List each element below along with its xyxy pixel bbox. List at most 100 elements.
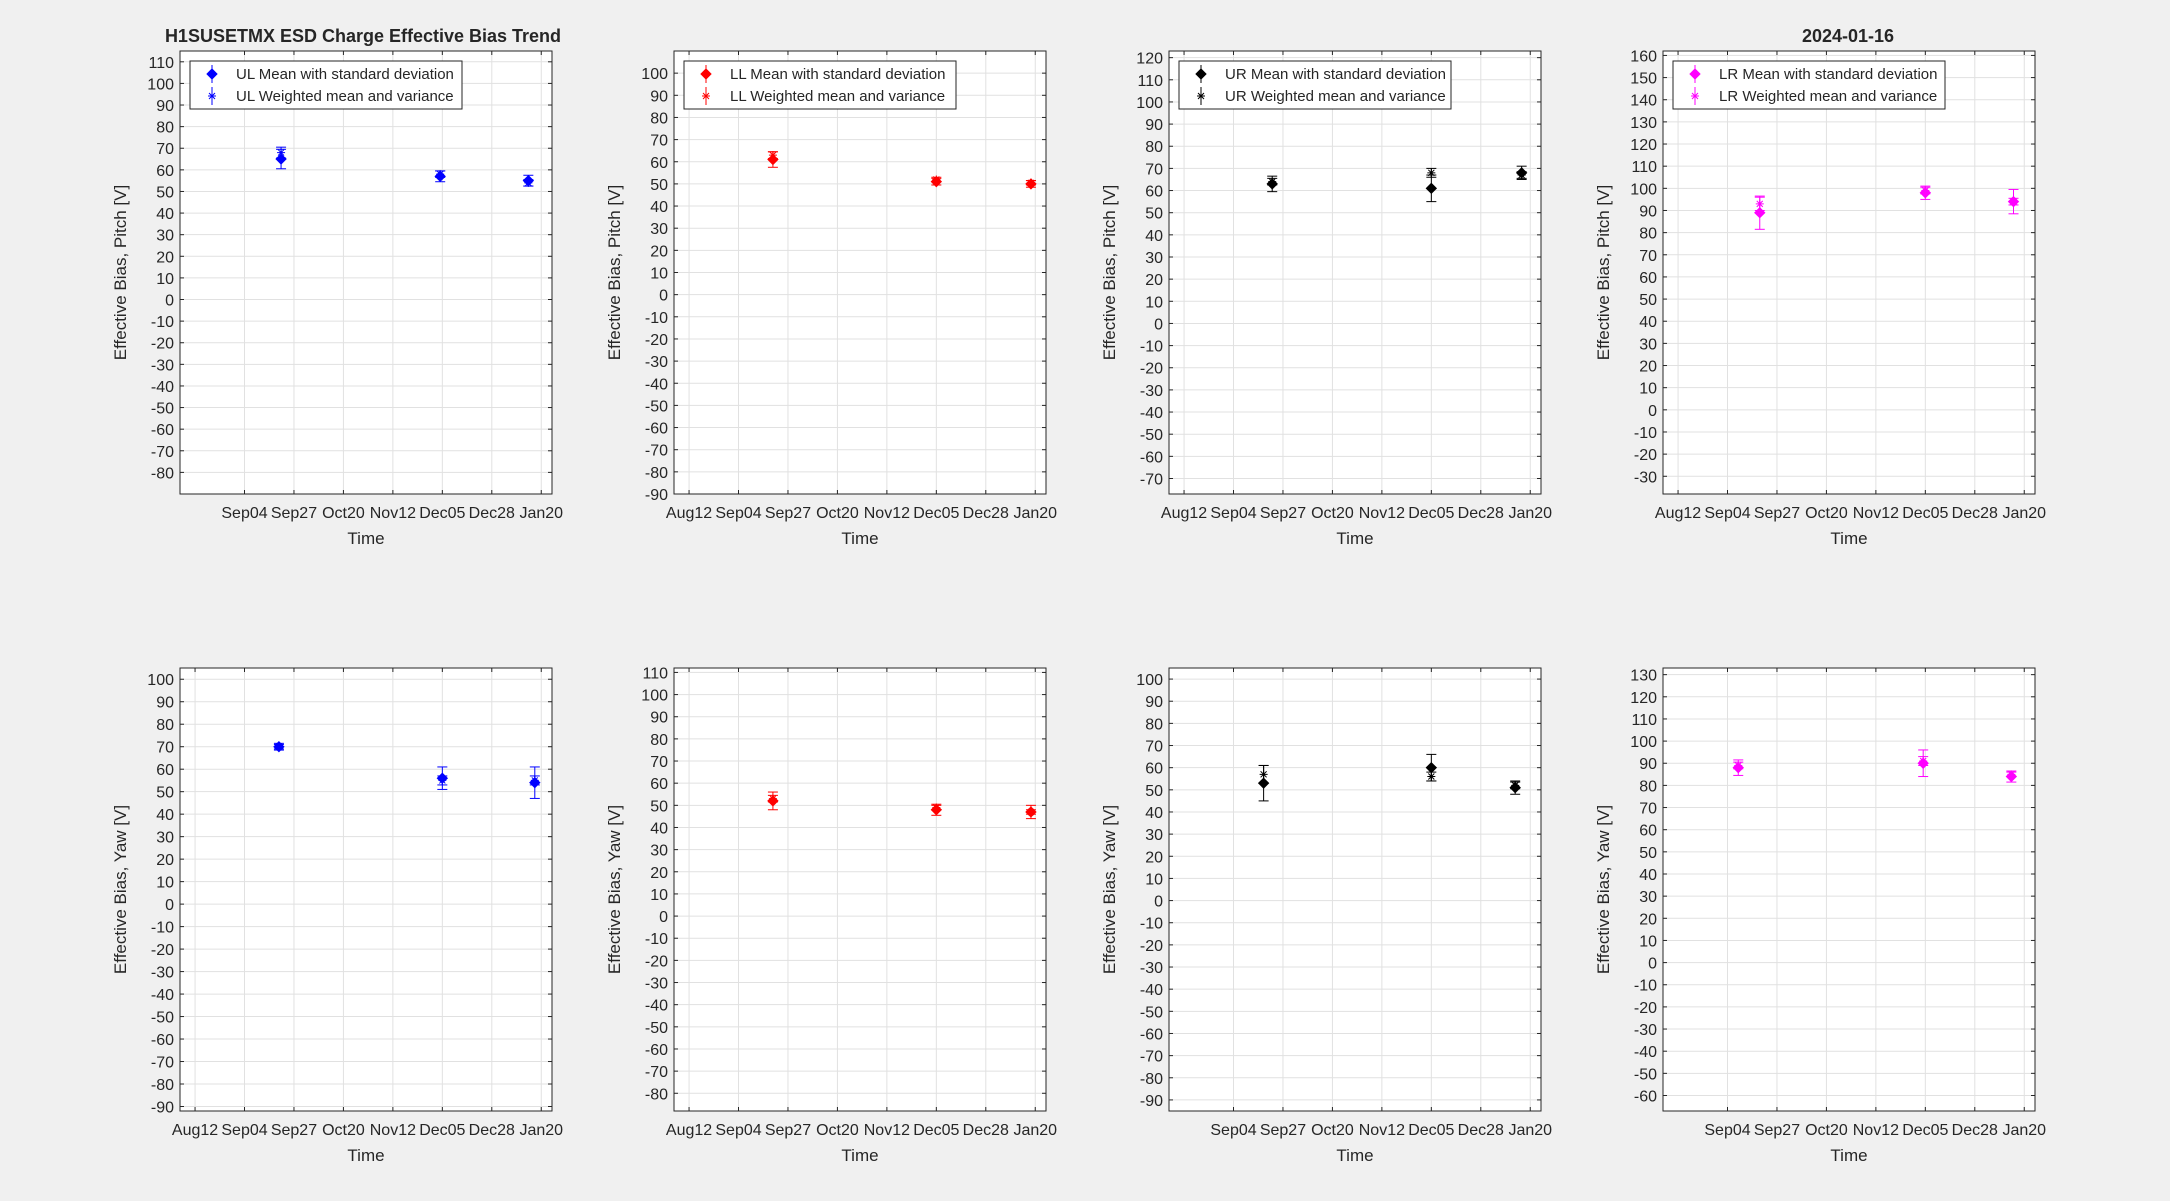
- data-series-mean: [1257, 753, 1521, 802]
- y-tick-label: 20: [1145, 272, 1163, 289]
- y-tick-label: -70: [645, 443, 668, 460]
- y-tick-label: 20: [650, 865, 668, 882]
- y-tick-label: -10: [151, 920, 174, 937]
- x-tick-label: Sep27: [765, 505, 811, 522]
- y-tick-label: -50: [1634, 1066, 1657, 1083]
- x-tick-label: Jan20: [1013, 505, 1057, 522]
- y-tick-label: 0: [659, 909, 668, 926]
- y-tick-label: 10: [1145, 294, 1163, 311]
- chart-panel-top-1: -80 -70 -60 -50 -40 -30 -20 -10 0 10 20 30 40 50 60 70 8…: [111, 50, 563, 548]
- figure-title-left: H1SUSETMX ESD Charge Effective Bias Tren…: [165, 26, 561, 46]
- data-point-weighted: [1427, 168, 1436, 177]
- y-tick-label: 60: [1639, 270, 1657, 287]
- y-tick-label: 20: [1639, 359, 1657, 376]
- y-tick-label: 100: [1630, 181, 1657, 198]
- data-point-weighted: [1026, 807, 1035, 816]
- y-tick-label: -50: [151, 1010, 174, 1027]
- y-tick-label: 60: [1145, 184, 1163, 201]
- y-tick-label: 70: [1145, 161, 1163, 178]
- data-point-weighted: [1921, 186, 1930, 195]
- data-point-weighted: [1427, 772, 1436, 781]
- legend: LR Mean with standard deviation LR Weight…: [1672, 60, 1946, 110]
- x-tick-label: Sep04: [715, 1122, 761, 1139]
- y-tick-label: -60: [1140, 449, 1163, 466]
- y-tick-label: -40: [151, 379, 174, 396]
- data-series-weighted: [1754, 186, 2019, 211]
- y-axis-label: Effective Bias, Pitch [V]: [1100, 185, 1119, 360]
- y-tick-label: 100: [147, 76, 174, 93]
- y-tick-label: 70: [156, 141, 174, 158]
- data-series-weighted: [1733, 756, 2017, 779]
- y-tick-label: -60: [645, 1042, 668, 1059]
- y-tick-label: 40: [156, 807, 174, 824]
- y-tick-label: 50: [1145, 783, 1163, 800]
- legend-marker-weighted: [1197, 92, 1205, 100]
- y-tick-label: 110: [1631, 712, 1657, 729]
- y-tick-label: -30: [151, 965, 174, 982]
- x-tick-label: Nov12: [1853, 505, 1899, 522]
- x-tick-label: Oct20: [322, 1122, 365, 1139]
- y-tick-label: -90: [151, 1100, 174, 1117]
- y-tick-label: -10: [1634, 425, 1657, 442]
- y-tick-label: 60: [1639, 823, 1657, 840]
- data-point-weighted: [1919, 757, 1928, 766]
- y-tick-label: 100: [1136, 95, 1163, 112]
- x-tick-label: Nov12: [370, 505, 416, 522]
- legend-entry-label: UR Mean with standard deviation: [1225, 66, 1446, 83]
- legend-box: [1672, 60, 1946, 110]
- x-tick-label: Jan20: [519, 505, 563, 522]
- y-tick-label: 60: [1145, 761, 1163, 778]
- y-tick-label: 0: [165, 293, 174, 310]
- y-tick-label: 120: [1630, 690, 1657, 707]
- y-tick-label: -30: [645, 976, 668, 993]
- y-tick-label: 50: [650, 798, 668, 815]
- y-tick-label: 30: [1639, 336, 1657, 353]
- x-tick-label: Dec05: [1902, 505, 1948, 522]
- y-tick-label: 100: [1630, 734, 1657, 751]
- y-tick-label: 40: [650, 820, 668, 837]
- data-point-weighted: [277, 148, 286, 157]
- legend-box: [189, 60, 463, 110]
- y-tick-label: -20: [151, 942, 174, 959]
- y-tick-label: -60: [151, 422, 174, 439]
- axes-frame: [673, 667, 1047, 1112]
- data-point-weighted: [1734, 761, 1743, 770]
- y-axis-label: Effective Bias, Pitch [V]: [111, 185, 130, 360]
- y-tick-label: -80: [645, 1086, 668, 1103]
- legend-entry-label: LL Weighted mean and variance: [730, 88, 945, 105]
- y-tick-label: 130: [1630, 668, 1657, 685]
- chart-panel-top-4: -30 -20 -10 0 10 20 30 40 50 60 70 80 90 100 110 120 130…: [1594, 48, 2046, 548]
- legend-marker-weighted: [208, 92, 216, 100]
- data-series-weighted: [276, 146, 534, 187]
- data-point-mean: [275, 153, 287, 165]
- y-tick-label: 50: [650, 177, 668, 194]
- x-tick-label: Dec28: [1952, 505, 1998, 522]
- x-tick-label: Dec05: [419, 505, 465, 522]
- x-tick-label: Sep04: [1704, 505, 1750, 522]
- x-tick-label: Nov12: [1359, 505, 1405, 522]
- x-tick-label: Aug12: [666, 1122, 712, 1139]
- y-tick-label: 20: [156, 852, 174, 869]
- x-tick-label: Oct20: [322, 505, 365, 522]
- x-tick-label: Dec28: [1952, 1122, 1998, 1139]
- y-tick-label: 80: [156, 717, 174, 734]
- x-tick-label: Nov12: [864, 1122, 910, 1139]
- y-tick-label: 80: [1639, 778, 1657, 795]
- chart-panel-top-3: -70 -60 -50 -40 -30 -20 -10 0 10 20 30 40 50 60 70 80 90…: [1100, 50, 1552, 548]
- legend-marker-mean: [1689, 68, 1701, 80]
- chart-panel-top-2: -90 -80 -70 -60 -50 -40 -30 -20 -10 0 10 20 30 40 50 60…: [605, 50, 1057, 548]
- y-tick-label: 0: [165, 897, 174, 914]
- y-tick-label: 90: [156, 98, 174, 115]
- legend-marker-mean: [700, 68, 712, 80]
- y-tick-label: -10: [1140, 916, 1163, 933]
- x-tick-label: Dec05: [913, 505, 959, 522]
- y-axis-label: Effective Bias, Pitch [V]: [1594, 185, 1613, 360]
- y-tick-label: -40: [151, 987, 174, 1004]
- y-tick-label: -20: [1140, 361, 1163, 378]
- y-tick-label: 60: [156, 163, 174, 180]
- y-tick-label: 30: [650, 221, 668, 238]
- x-tick-label: Nov12: [864, 505, 910, 522]
- x-tick-label: Sep27: [765, 1122, 811, 1139]
- x-tick-label: Aug12: [1161, 505, 1207, 522]
